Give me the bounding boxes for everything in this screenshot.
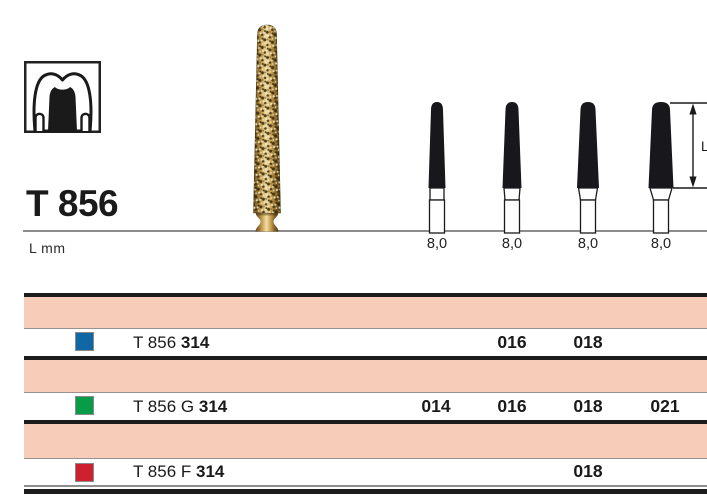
tooth-crown-prep-icon [24,61,101,133]
size-cell: 021 [650,395,680,416]
unit-label: L mm [29,240,66,256]
length-value: 8,0 [501,236,523,252]
code-text: T 856 [133,332,177,352]
table-row: T 856 G 314 014 016 018 021 [24,392,707,420]
pink-band [24,360,707,393]
iso-number: 314 [180,332,210,352]
length-value: 8,0 [577,236,599,252]
table-group: T 856 314 016 018 [24,293,707,356]
product-table: T 856 314 016 018 T 856 G 314 014 016 01… [24,293,707,494]
size-cell: 018 [573,461,603,481]
iso-number: 314 [198,396,228,416]
color-swatch-red [75,462,94,482]
color-swatch-green [75,396,94,415]
diamond-bur-photo-icon [236,20,298,238]
size-cell: 016 [497,395,527,416]
product-code: T 856 314 [133,329,209,356]
table-group: T 856 F 314 018 [24,420,707,485]
series-code: T 856 [26,183,119,224]
code-text: T 856 F [133,462,192,481]
table-row: T 856 F 314 018 [24,459,707,485]
size-cell: 016 [497,331,527,352]
product-code: T 856 G 314 [133,393,227,420]
length-value: 8,0 [426,236,448,252]
size-cell: 018 [573,395,603,416]
baseline-rule [23,229,707,232]
color-swatch-blue [75,332,94,351]
code-text: T 856 G [133,396,195,416]
bur-size-silhouettes: L [410,95,707,241]
pink-band [24,297,707,329]
size-cell: 014 [421,395,451,416]
table-row: T 856 314 016 018 [24,328,707,356]
product-code: T 856 F 314 [133,459,224,484]
table-bottom-rules [24,485,707,494]
table-group: T 856 G 314 014 016 018 021 [24,356,707,420]
pink-band [24,424,707,459]
length-value: 8,0 [650,236,672,252]
size-cell: 018 [573,331,603,352]
dim-label-L: L [701,139,707,154]
iso-number: 314 [196,462,225,481]
